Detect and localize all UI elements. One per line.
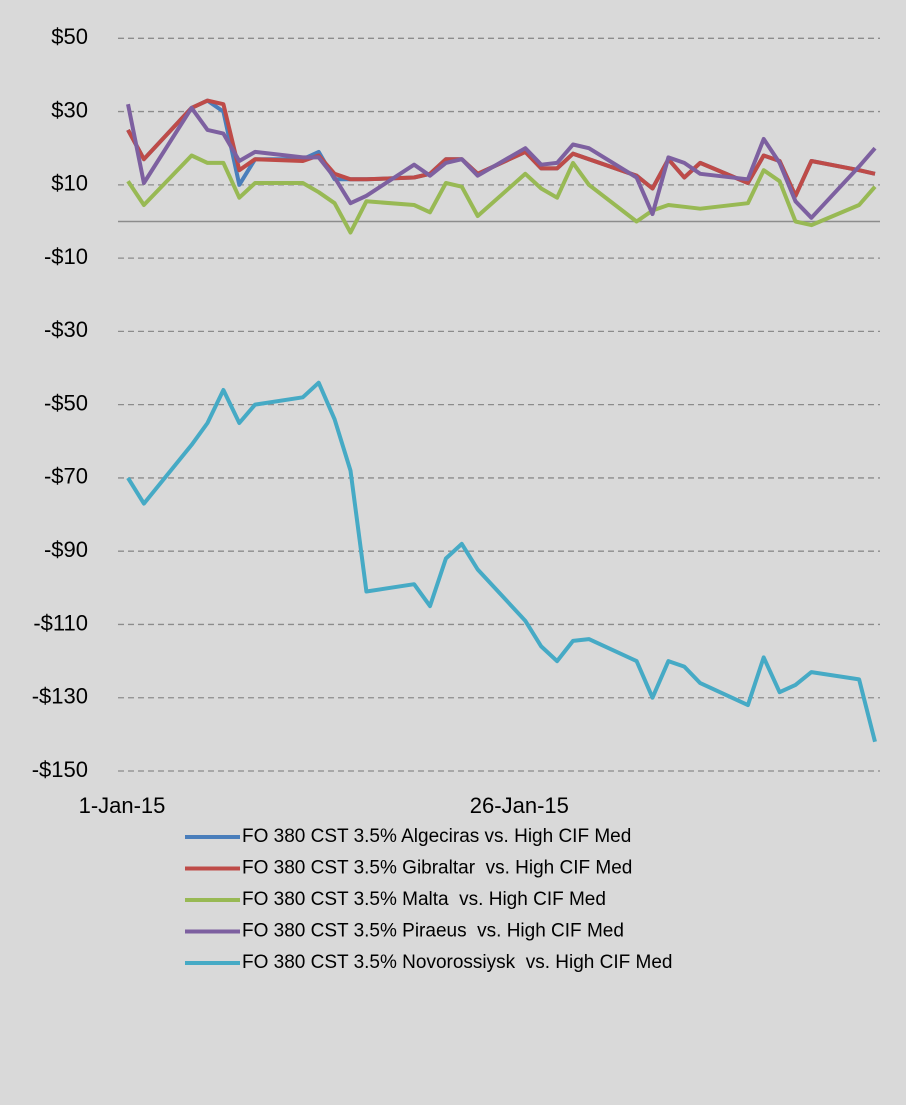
- y-tick-label: $50: [51, 24, 88, 49]
- x-tick-label: 26-Jan-15: [470, 793, 569, 818]
- y-tick-label: -$110: [33, 610, 88, 635]
- y-tick-label: -$70: [44, 464, 88, 489]
- series-line: [126, 98, 876, 198]
- legend-label: FO 380 CST 3.5% Novorossiysk vs. High CI…: [242, 952, 672, 973]
- legend-label: FO 380 CST 3.5% Piraeus vs. High CIF Med: [242, 921, 624, 942]
- series-line: [126, 153, 877, 235]
- x-tick-label: 1-Jan-15: [79, 793, 166, 818]
- y-tick-label: -$30: [44, 317, 88, 342]
- series-line: [126, 380, 877, 743]
- legend-label: FO 380 CST 3.5% Algeciras vs. High CIF M…: [242, 826, 631, 847]
- y-tick-label: -$130: [32, 684, 88, 709]
- y-tick-label: -$150: [32, 757, 88, 782]
- y-tick-label: $10: [51, 171, 88, 196]
- legend-label: FO 380 CST 3.5% Malta vs. High CIF Med: [242, 889, 606, 910]
- series-line: [126, 103, 877, 220]
- legend-label: FO 380 CST 3.5% Gibraltar vs. High CIF M…: [242, 858, 632, 879]
- y-tick-label: $30: [51, 97, 88, 122]
- y-tick-label: -$90: [44, 537, 88, 562]
- y-tick-label: -$10: [44, 244, 88, 269]
- y-tick-label: -$50: [44, 390, 88, 415]
